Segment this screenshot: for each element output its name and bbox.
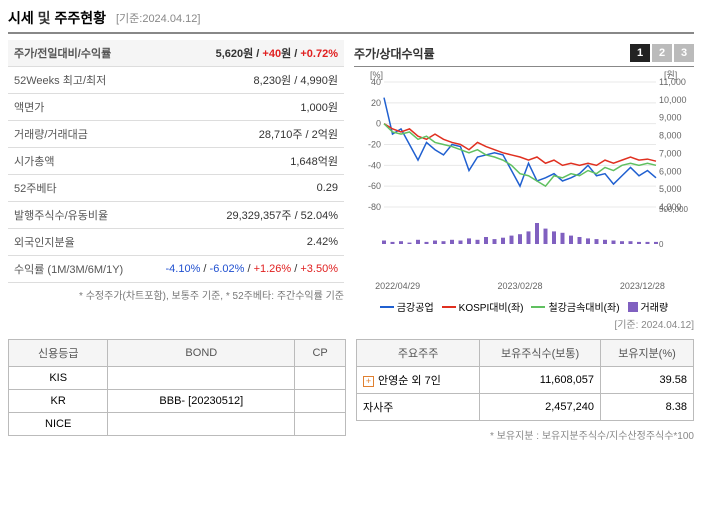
credit-header: 신용등급: [9, 340, 108, 367]
svg-text:[원]: [원]: [664, 70, 677, 80]
svg-text:9,000: 9,000: [659, 113, 682, 123]
credit-cell: [295, 413, 346, 436]
legend-swatch: [442, 306, 456, 308]
title-part1: 시세: [8, 10, 34, 26]
chart-area: -80-60-40-2002040[%]4,0005,0006,0007,000…: [354, 67, 694, 297]
credit-cell: KIS: [9, 367, 108, 390]
credit-cell: [108, 367, 295, 390]
info-value: 0.29: [142, 175, 344, 202]
info-value: 1,648억원: [142, 148, 344, 175]
info-value: 8,230원 / 4,990원: [142, 67, 344, 94]
credit-cell: BBB- [20230512]: [108, 390, 295, 413]
chart-tab-1[interactable]: 1: [630, 44, 650, 62]
svg-text:0: 0: [659, 240, 664, 249]
svg-text:7,000: 7,000: [659, 148, 682, 158]
expand-icon[interactable]: +: [363, 376, 374, 387]
chart-svg: -80-60-40-2002040[%]4,0005,0006,0007,000…: [354, 67, 694, 297]
info-panel: 주가/전일대비/수익률5,620원 / +40원 / +0.72%52Weeks…: [8, 40, 344, 331]
shareholder-pct: 8.38: [601, 394, 694, 421]
chart-tabs: 123: [630, 44, 694, 62]
credit-cell: [295, 390, 346, 413]
legend-item: 거래량: [628, 299, 669, 314]
chart-panel: 주가/상대수익률 123 -80-60-40-2002040[%]4,0005,…: [354, 40, 694, 331]
svg-text:2023/02/28: 2023/02/28: [497, 281, 542, 291]
legend-label: 금강공업: [397, 299, 434, 314]
info-label: 액면가: [8, 94, 142, 121]
svg-text:10,000: 10,000: [659, 95, 687, 105]
section-header: 시세 및 주주현황 [기준:2024.04.12]: [8, 8, 694, 34]
info-footnote: * 수정주가(차트포함), 보통주 기준, * 52주베타: 주간수익률 기준: [8, 287, 344, 302]
info-label: 52주베타: [8, 175, 142, 202]
shareholder-header: 보유지분(%): [601, 340, 694, 367]
info-label: 주가/전일대비/수익률: [8, 40, 142, 67]
info-label: 52Weeks 최고/최저: [8, 67, 142, 94]
shareholder-pct: 39.58: [601, 367, 694, 394]
credit-cell: NICE: [9, 413, 108, 436]
chart-title: 주가/상대수익률: [354, 45, 435, 62]
legend-label: 철강금속대비(좌): [548, 299, 619, 314]
svg-text:-60: -60: [368, 181, 381, 191]
svg-text:5,000: 5,000: [659, 184, 682, 194]
info-label: 시가총액: [8, 148, 142, 175]
svg-text:0: 0: [376, 119, 381, 129]
credit-cell: KR: [9, 390, 108, 413]
credit-panel: 신용등급BONDCP KISKRBBB- [20230512]NICE: [8, 339, 346, 442]
info-value: 2.42%: [142, 229, 344, 256]
legend-swatch: [380, 306, 394, 308]
info-value: 1,000원: [142, 94, 344, 121]
reference-date: [기준:2024.04.12]: [116, 10, 200, 26]
table-row: 자사주2,457,2408.38: [357, 394, 694, 421]
credit-header: CP: [295, 340, 346, 367]
legend-label: 거래량: [641, 299, 669, 314]
credit-rating-table: 신용등급BONDCP KISKRBBB- [20230512]NICE: [8, 339, 346, 436]
shareholder-table: 주요주주보유주식수(보통)보유지분(%)+안영순 외 7인11,608,0573…: [356, 339, 694, 421]
svg-text:-80: -80: [368, 202, 381, 212]
legend-item: 철강금속대비(좌): [531, 299, 619, 314]
chart-header: 주가/상대수익률 123: [354, 40, 694, 67]
info-value: -4.10% / -6.02% / +1.26% / +3.50%: [142, 256, 344, 283]
shareholder-header: 보유주식수(보통): [480, 340, 601, 367]
legend-swatch: [628, 302, 638, 312]
title-and: 및: [38, 10, 51, 26]
info-label: 외국인지분율: [8, 229, 142, 256]
info-label: 거래량/거래대금: [8, 121, 142, 148]
info-value: 28,710주 / 2억원: [142, 121, 344, 148]
shareholder-shares: 11,608,057: [480, 367, 601, 394]
legend-item: 금강공업: [380, 299, 434, 314]
legend-label: KOSPI대비(좌): [459, 299, 524, 314]
svg-text:500,000: 500,000: [659, 205, 688, 214]
svg-text:-40: -40: [368, 160, 381, 170]
table-row: +안영순 외 7인11,608,05739.58: [357, 367, 694, 394]
svg-text:-20: -20: [368, 140, 381, 150]
info-value: 29,329,357주 / 52.04%: [142, 202, 344, 229]
info-value: 5,620원 / +40원 / +0.72%: [142, 40, 344, 67]
credit-cell: [108, 413, 295, 436]
svg-text:2023/12/28: 2023/12/28: [620, 281, 665, 291]
chart-legend: 금강공업 KOSPI대비(좌) 철강금속대비(좌) 거래량: [354, 299, 694, 314]
page-title: 시세 및 주주현황: [8, 8, 106, 28]
legend-item: KOSPI대비(좌): [442, 299, 524, 314]
svg-text:6,000: 6,000: [659, 166, 682, 176]
shareholder-note: * 보유지분 : 보유지분주식수/지수산정주식수*100: [356, 427, 694, 442]
credit-cell: [295, 367, 346, 390]
shareholder-name: 자사주: [357, 394, 480, 421]
shareholder-name: +안영순 외 7인: [357, 367, 480, 394]
legend-swatch: [531, 306, 545, 308]
chart-reference-date: [기준: 2024.04.12]: [354, 316, 694, 331]
shareholder-panel: 주요주주보유주식수(보통)보유지분(%)+안영순 외 7인11,608,0573…: [356, 339, 694, 442]
info-label: 발행주식수/유동비율: [8, 202, 142, 229]
info-label: 수익률 (1M/3M/6M/1Y): [8, 256, 142, 283]
shareholder-header: 주요주주: [357, 340, 480, 367]
credit-header: BOND: [108, 340, 295, 367]
svg-text:2022/04/29: 2022/04/29: [375, 281, 420, 291]
chart-tab-3[interactable]: 3: [674, 44, 694, 62]
shareholder-shares: 2,457,240: [480, 394, 601, 421]
chart-tab-2[interactable]: 2: [652, 44, 672, 62]
svg-text:8,000: 8,000: [659, 131, 682, 141]
info-table: 주가/전일대비/수익률5,620원 / +40원 / +0.72%52Weeks…: [8, 40, 344, 283]
title-part2: 주주현황: [54, 10, 106, 26]
svg-text:[%]: [%]: [370, 70, 383, 80]
svg-text:20: 20: [371, 98, 381, 108]
